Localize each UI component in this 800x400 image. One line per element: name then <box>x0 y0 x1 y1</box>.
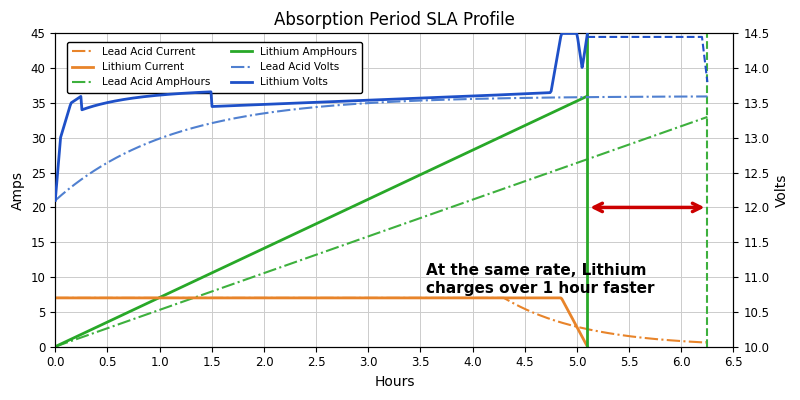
Line: Lithium Volts: Lithium Volts <box>55 34 587 200</box>
Lithium AmpHours <box>570 100 579 104</box>
Lithium AmpHours <box>338 209 348 214</box>
Lithium Current <box>367 296 377 300</box>
Lead Acid Volts <box>434 98 444 102</box>
Lead Acid AmpHours <box>166 304 175 308</box>
Lithium AmpHours <box>306 224 316 228</box>
Lithium Current <box>50 296 60 300</box>
Lead Acid Current <box>542 315 551 320</box>
Lead Acid Volts <box>166 132 175 137</box>
Lithium Current <box>306 296 316 300</box>
Lead Acid AmpHours <box>542 171 551 176</box>
Title: Absorption Period SLA Profile: Absorption Period SLA Profile <box>274 11 515 29</box>
Lead Acid Volts <box>542 95 551 100</box>
Lithium Volts <box>571 31 581 36</box>
Lithium AmpHours <box>486 139 496 144</box>
Lithium Current <box>570 320 579 325</box>
Lithium Volts <box>303 100 313 105</box>
Lead Acid Current <box>702 340 711 345</box>
Lithium Current <box>303 296 313 300</box>
Line: Lithium AmpHours: Lithium AmpHours <box>55 96 587 347</box>
Lithium Volts <box>338 99 348 104</box>
X-axis label: Hours: Hours <box>374 375 414 389</box>
Lead Acid AmpHours <box>702 114 712 119</box>
Lead Acid Current <box>166 296 175 300</box>
Lead Acid AmpHours <box>346 240 355 245</box>
Lithium Volts <box>50 198 60 203</box>
Lead Acid AmpHours <box>486 191 495 196</box>
Lead Acid AmpHours <box>434 209 444 214</box>
Lithium Current <box>582 344 592 349</box>
Lithium AmpHours <box>367 195 377 200</box>
Y-axis label: Volts: Volts <box>775 173 789 207</box>
Lithium Volts <box>306 100 316 105</box>
Lead Acid Current <box>218 296 228 300</box>
Lithium AmpHours <box>303 225 313 230</box>
Lead Acid AmpHours <box>218 285 228 290</box>
Legend: Lead Acid Current, Lithium Current, Lead Acid AmpHours, Lithium AmpHours, Lead A: Lead Acid Current, Lithium Current, Lead… <box>67 42 362 93</box>
Text: At the same rate, Lithium
charges over 1 hour faster: At the same rate, Lithium charges over 1… <box>426 263 654 296</box>
Lithium Volts <box>557 31 566 36</box>
Line: Lead Acid Current: Lead Acid Current <box>55 298 707 342</box>
Line: Lithium Current: Lithium Current <box>55 298 587 347</box>
Lead Acid Volts <box>50 198 60 203</box>
Lead Acid Current <box>702 337 712 342</box>
Lithium AmpHours <box>50 344 60 349</box>
Lead Acid Current <box>50 296 60 300</box>
Lead Acid Volts <box>486 96 495 101</box>
Lithium Volts <box>486 93 496 98</box>
Lithium Current <box>486 296 496 300</box>
Lead Acid Volts <box>702 94 712 99</box>
Y-axis label: Amps: Amps <box>11 170 25 210</box>
Line: Lead Acid Volts: Lead Acid Volts <box>55 96 707 200</box>
Lead Acid Volts <box>346 102 355 107</box>
Lead Acid Current <box>434 296 444 300</box>
Lithium Volts <box>367 98 377 102</box>
Lead Acid AmpHours <box>50 344 60 349</box>
Line: Lead Acid AmpHours: Lead Acid AmpHours <box>55 117 707 347</box>
Lead Acid Volts <box>218 118 228 123</box>
Lithium Current <box>338 296 348 300</box>
Lithium AmpHours <box>582 94 592 98</box>
Lithium Volts <box>582 31 592 36</box>
Lead Acid Current <box>486 296 495 300</box>
Lead Acid Current <box>346 296 355 300</box>
